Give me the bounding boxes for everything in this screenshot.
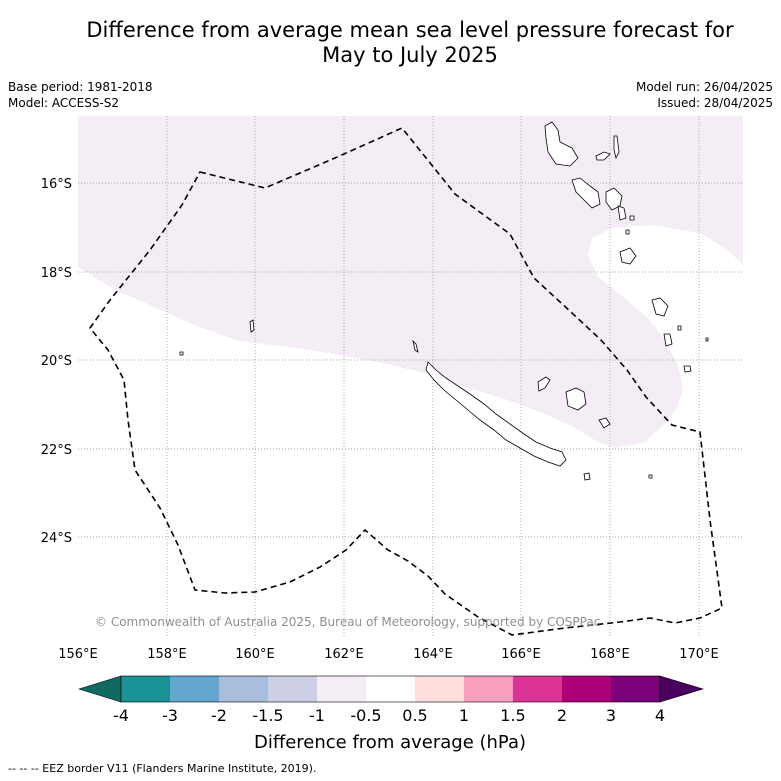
small-islet-7 — [648, 474, 653, 479]
lon-label: 162°E — [324, 647, 364, 662]
colorbar-tick: 0.5 — [402, 706, 427, 725]
colorbar-segment — [317, 676, 366, 702]
meta-left: Base period: 1981-2018 Model: ACCESS-S2 — [8, 79, 153, 111]
efate-island — [619, 247, 637, 265]
colorbar-label: Difference from average (hPa) — [254, 732, 526, 753]
base-period: Base period: 1981-2018 — [8, 80, 153, 94]
loyalty-island-lifou — [565, 387, 587, 411]
colorbar: -4 -3 -2 -1.5 -1 -0.5 0.5 1 1.5 2 3 4 Di… — [77, 675, 705, 753]
ambae-island — [595, 151, 611, 161]
colorbar-tick: -4 — [113, 706, 129, 725]
espiritu-santo-island — [544, 121, 579, 167]
lat-label: 24°S — [41, 531, 72, 546]
colorbar-segment — [121, 676, 170, 702]
colorbar-segment — [611, 676, 660, 702]
erromango-island — [651, 297, 669, 317]
map-title: Difference from average mean sea level p… — [40, 18, 780, 68]
eez-legend: -- -- -- EEZ border V11 (Flanders Marine… — [8, 762, 317, 775]
colorbar-segment — [219, 676, 268, 702]
new-caledonia-island — [425, 361, 567, 467]
small-islet-4 — [677, 325, 682, 331]
small-islet-5 — [705, 337, 709, 342]
belep-islands — [412, 339, 419, 353]
model-run: Model run: 26/04/2025 — [635, 80, 773, 94]
loyalty-island-ouvea — [537, 376, 551, 392]
colorbar-high-extension — [659, 675, 705, 703]
colorbar-segment — [562, 676, 611, 702]
lon-label: 160°E — [235, 647, 275, 662]
malakula-island — [571, 177, 601, 209]
tanna-island — [663, 333, 673, 347]
colorbar-tick: 1.5 — [500, 706, 525, 725]
title-line-1: Difference from average mean sea level p… — [86, 18, 734, 42]
latitude-labels: 16°S 18°S 20°S 22°S 24°S — [41, 177, 72, 546]
colorbar-segment — [366, 676, 415, 702]
colorbar-segment — [415, 676, 464, 702]
epi-island — [617, 205, 627, 221]
colorbar-tick: -3 — [162, 706, 178, 725]
small-islet-6 — [179, 351, 184, 356]
lon-label: 170°E — [679, 647, 719, 662]
lon-label: 168°E — [590, 647, 630, 662]
lat-label: 18°S — [41, 266, 72, 281]
lat-label: 20°S — [41, 354, 72, 369]
small-islet-3 — [629, 215, 635, 221]
lon-label: 156°E — [58, 647, 98, 662]
lat-label: 16°S — [41, 177, 72, 192]
small-islet-1 — [249, 319, 255, 333]
colorbar-tick: -1.5 — [252, 706, 283, 725]
issued-date: Issued: 28/04/2025 — [657, 96, 773, 110]
aneityum-island — [683, 365, 692, 373]
copyright-notice: © Commonwealth of Australia 2025, Bureau… — [95, 615, 600, 629]
colorbar-ticks: -4 -3 -2 -1.5 -1 -0.5 0.5 1 1.5 2 3 4 — [113, 706, 665, 725]
model-name: Model: ACCESS-S2 — [8, 96, 120, 110]
colorbar-low-extension — [77, 675, 122, 703]
colorbar-outline — [120, 675, 661, 703]
meta-right: Model run: 26/04/2025 Issued: 28/04/2025 — [636, 79, 773, 111]
anomaly-region — [78, 116, 743, 448]
colorbar-tick: 4 — [655, 706, 665, 725]
land-outlines — [179, 121, 709, 481]
colorbar-segment — [170, 676, 219, 702]
colorbar-tick: 1 — [459, 706, 469, 725]
colorbar-tick: -0.5 — [350, 706, 381, 725]
longitude-labels: 156°E 158°E 160°E 162°E 164°E 166°E 168°… — [58, 647, 719, 662]
colorbar-tick: -1 — [309, 706, 325, 725]
lon-label: 164°E — [413, 647, 453, 662]
colorbar-tick: 3 — [606, 706, 616, 725]
colorbar-segment — [513, 676, 562, 702]
loyalty-island-mare — [598, 417, 611, 429]
eez-border — [88, 127, 723, 636]
colorbar-segment — [268, 676, 317, 702]
maewo-island — [613, 135, 620, 160]
colorbar-segment — [464, 676, 513, 702]
lat-label: 22°S — [41, 443, 72, 458]
lon-label: 158°E — [147, 647, 187, 662]
pentecost-island — [605, 187, 623, 211]
colorbar-tick: 2 — [557, 706, 567, 725]
colorbar-tick: -2 — [211, 706, 227, 725]
small-islet-2 — [625, 229, 630, 235]
title-line-2: May to July 2025 — [322, 43, 498, 67]
lon-label: 166°E — [501, 647, 541, 662]
isle-of-pines — [583, 472, 591, 481]
